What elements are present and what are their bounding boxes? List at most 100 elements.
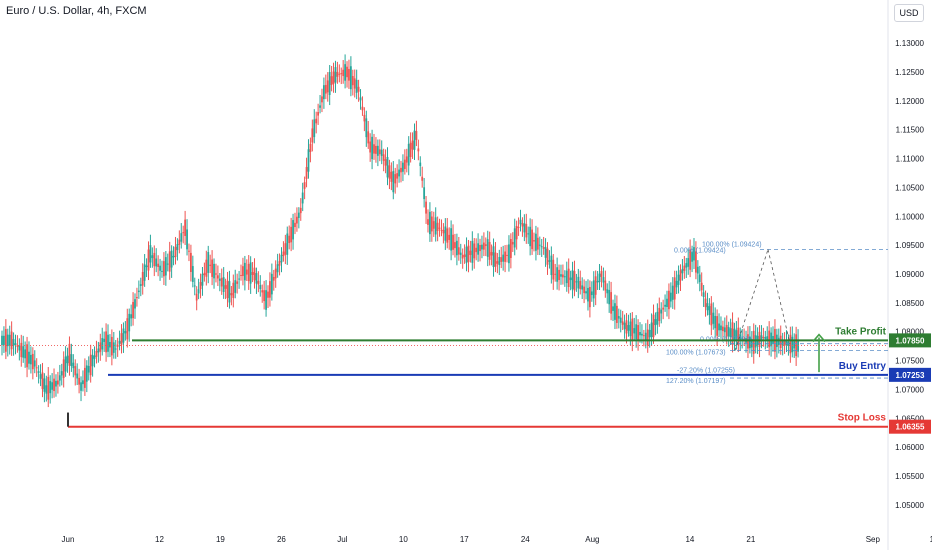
candle-body xyxy=(363,114,366,122)
candle-body xyxy=(623,322,626,330)
candle-body xyxy=(419,162,422,167)
candle-body xyxy=(766,336,769,341)
candle-body xyxy=(687,258,690,267)
candle-body xyxy=(666,298,668,307)
x-tick-label: 10 xyxy=(399,535,408,544)
candle-body xyxy=(440,229,443,231)
candle-body xyxy=(376,145,379,156)
candle-body xyxy=(457,247,460,255)
candle-body xyxy=(380,149,383,156)
candle-body xyxy=(161,270,163,272)
candle-body xyxy=(180,233,183,242)
candle-body xyxy=(795,334,798,357)
candle-body xyxy=(284,243,287,255)
candle-body xyxy=(205,259,208,277)
candle-body xyxy=(58,375,61,381)
candle-body xyxy=(625,320,628,334)
candle-body xyxy=(579,280,582,290)
candle-body xyxy=(371,136,373,160)
candle-body xyxy=(124,331,127,334)
x-tick-label: 21 xyxy=(746,535,755,544)
y-tick-label: 1.05500 xyxy=(895,472,924,481)
candle-body xyxy=(157,263,160,267)
candle-body xyxy=(675,280,678,288)
candle-body xyxy=(228,281,231,303)
candle-body xyxy=(332,71,335,84)
y-tick-label: 1.05000 xyxy=(895,501,924,510)
candle-body xyxy=(668,290,670,310)
candle-body xyxy=(290,226,293,243)
candle-body xyxy=(498,256,501,266)
candle-body xyxy=(172,255,175,258)
candle-body xyxy=(442,229,445,234)
candle-body xyxy=(502,254,505,262)
candle-body xyxy=(760,335,763,342)
candle-body xyxy=(60,371,63,376)
candle-body xyxy=(716,316,719,336)
candle-body xyxy=(721,326,724,332)
candle-body xyxy=(249,262,252,284)
candle-body xyxy=(361,106,364,111)
currency-button[interactable]: USD xyxy=(894,4,924,22)
candle-body xyxy=(602,277,605,283)
candle-body xyxy=(504,251,506,262)
candle-body xyxy=(463,254,466,257)
candle-body xyxy=(110,336,113,356)
x-tick-label: Jun xyxy=(62,535,75,544)
x-tick-label: 24 xyxy=(521,535,530,544)
candle-body xyxy=(3,335,5,345)
candle-body xyxy=(62,359,65,378)
candle-body xyxy=(660,309,663,314)
candle-body xyxy=(182,232,185,234)
candle-body xyxy=(388,165,391,179)
candle-body xyxy=(606,289,609,294)
candle-body xyxy=(421,176,424,181)
candle-body xyxy=(752,330,755,354)
candle-body xyxy=(351,76,354,86)
y-tick-label: 1.06000 xyxy=(895,443,924,452)
candle-body xyxy=(76,373,79,379)
candle-body xyxy=(477,243,480,255)
level-label: Stop Loss xyxy=(838,413,887,424)
candle-body xyxy=(245,269,248,275)
candle-body xyxy=(725,324,728,337)
candle-body xyxy=(739,334,742,341)
candle-body xyxy=(195,293,198,301)
y-tick-label: 1.09500 xyxy=(895,241,924,250)
x-tick-label: 26 xyxy=(277,535,286,544)
candle-body xyxy=(587,287,589,302)
candle-body xyxy=(714,316,717,329)
candle-body xyxy=(326,80,329,93)
candle-body xyxy=(481,244,483,250)
candle-body xyxy=(163,261,165,277)
candle-body xyxy=(448,234,451,240)
candle-body xyxy=(646,329,649,346)
fib-label: 100.00% (1.09424) xyxy=(702,242,762,249)
chart-title: Euro / U.S. Dollar, 4h, FXCM xyxy=(6,5,147,17)
candle-body xyxy=(527,233,530,235)
candle-body xyxy=(479,244,481,252)
candle-body xyxy=(546,248,549,265)
candle-body xyxy=(18,345,21,351)
candle-body xyxy=(176,243,179,251)
candle-body xyxy=(236,281,239,284)
candle-body xyxy=(637,325,639,341)
candle-body xyxy=(513,228,516,248)
candle-body xyxy=(10,331,13,350)
candle-body xyxy=(588,286,591,308)
candle-body xyxy=(151,255,154,259)
candle-body xyxy=(242,266,244,277)
y-tick-label: 1.12000 xyxy=(895,97,924,106)
candle-body xyxy=(155,258,158,267)
candle-body xyxy=(619,317,622,323)
candle-body xyxy=(218,278,221,281)
candle-body xyxy=(55,380,57,387)
candle-body xyxy=(762,336,765,339)
candle-body xyxy=(259,284,262,290)
y-tick-label: 1.09000 xyxy=(895,270,924,279)
candle-body xyxy=(467,245,470,262)
candle-body xyxy=(695,251,697,273)
candle-body xyxy=(617,316,620,319)
candle-body xyxy=(662,307,665,310)
